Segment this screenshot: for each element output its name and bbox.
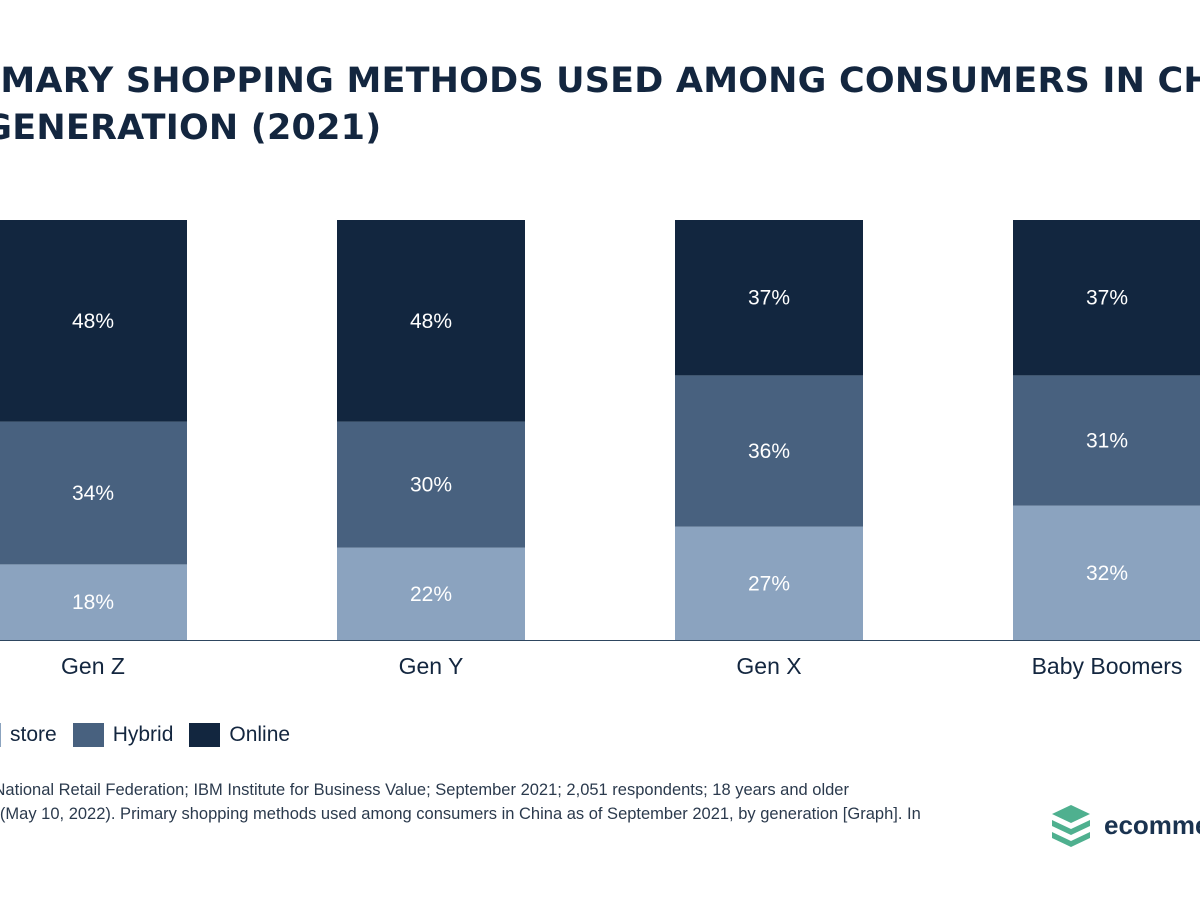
bar-baby-boomers-online: [1013, 220, 1200, 376]
chart-legend: store Hybrid Online: [0, 721, 306, 749]
logo-text: ecomme: [1104, 809, 1200, 840]
chart-title-line-1: RIMARY SHOPPING METHODS USED AMONG CONSU…: [0, 61, 1200, 101]
chart-title-line-2: ' GENERATION (2021): [0, 108, 382, 148]
legend-item-hybrid: Hybrid: [72, 723, 174, 747]
bar-gen-y-in-store: [337, 547, 525, 640]
x-tick-label-gen-z: Gen Z: [61, 653, 125, 679]
data-label-gen-y-online: 48%: [410, 310, 452, 333]
bar-gen-x-online: [675, 220, 863, 376]
legend-label-hybrid: Hybrid: [112, 723, 174, 746]
bar-gen-y-online: [337, 220, 525, 422]
data-label-gen-z-hybrid: 34%: [72, 482, 114, 505]
data-label-gen-z-in-store: 18%: [72, 591, 114, 614]
data-label-gen-x-online: 37%: [748, 287, 790, 310]
x-tick-label-gen-x: Gen X: [736, 653, 801, 679]
data-label-baby-boomers-in-store: 32%: [1086, 562, 1128, 585]
bar-gen-x-in-store: [675, 526, 863, 640]
source-line-1: na; National Retail Federation; IBM Inst…: [0, 781, 849, 799]
stacked-bar-chart: 18% 34% 48% Gen Z 22% 30% 48% Gen Y 27% 36% 37% Gen…: [0, 220, 1200, 679]
bar-gen-y-hybrid: [337, 421, 525, 548]
bar-gen-z-in-store: [0, 564, 187, 640]
bar-gen-x-hybrid: [675, 375, 863, 527]
data-label-gen-x-hybrid: 36%: [748, 440, 790, 463]
bar-baby-boomers-in-store: [1013, 505, 1200, 640]
data-label-gen-y-in-store: 22%: [410, 583, 452, 606]
legend-swatch-hybrid: [72, 723, 104, 747]
legend-swatch-in-store: [0, 723, 1, 747]
legend-label-in-store: store: [10, 723, 57, 746]
data-label-gen-y-hybrid: 30%: [410, 474, 452, 497]
bar-gen-z-hybrid: [0, 421, 187, 565]
data-label-baby-boomers-hybrid: 31%: [1086, 430, 1128, 453]
source-line-2: BM. (May 10, 2022). Primary shopping met…: [0, 805, 921, 823]
data-label-gen-z-online: 48%: [72, 310, 114, 333]
bar-baby-boomers-hybrid: [1013, 375, 1200, 506]
source-note: na; National Retail Federation; IBM Inst…: [0, 778, 921, 826]
data-label-gen-x-in-store: 27%: [748, 572, 790, 595]
legend-item-in-store: store: [0, 723, 57, 747]
stacked-layers-icon: [1052, 805, 1090, 847]
x-tick-label-baby-boomers: Baby Boomers: [1032, 653, 1183, 679]
data-label-baby-boomers-online: 37%: [1086, 287, 1128, 310]
ecommerce-logo[interactable]: ecomme: [1050, 803, 1200, 847]
bar-gen-z-online: [0, 220, 187, 422]
legend-label-online: Online: [229, 723, 291, 746]
legend-swatch-online: [189, 723, 221, 747]
x-tick-label-gen-y: Gen Y: [399, 653, 464, 679]
legend-item-online: Online: [189, 723, 290, 747]
chart-title: RIMARY SHOPPING METHODS USED AMONG CONSU…: [0, 58, 1200, 152]
